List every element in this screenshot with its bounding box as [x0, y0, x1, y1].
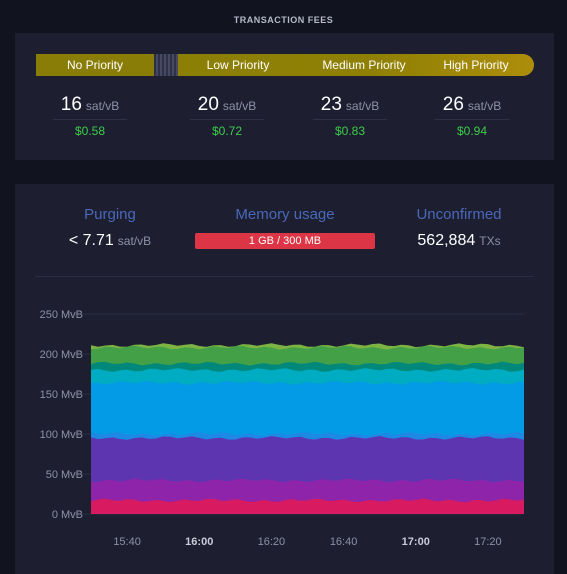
- high-priority-label: High Priority: [443, 58, 509, 72]
- fee-rate: 20: [197, 94, 219, 115]
- unconfirmed-value: 562,884: [417, 232, 476, 249]
- purging-title: Purging: [84, 206, 136, 223]
- purging-stat: Purging < 7.71 sat/vB: [20, 206, 200, 251]
- x-tick-label: 15:40: [113, 536, 141, 548]
- fee-divider: [435, 119, 509, 120]
- y-tick-label: 0 MvB: [52, 509, 83, 521]
- fee-low-priority: 20 sat/vB $0.72: [187, 93, 267, 138]
- y-tick-label: 150 MvB: [40, 389, 83, 401]
- x-tick-label: 17:00: [402, 536, 430, 548]
- fee-divider: [313, 119, 387, 120]
- no-priority-segment: No Priority: [36, 54, 154, 76]
- y-tick-label: 200 MvB: [40, 349, 83, 361]
- y-tick-label: 100 MvB: [40, 429, 83, 441]
- unconfirmed-stat: Unconfirmed 562,884 TXs: [369, 206, 549, 251]
- fee-unit: sat/vB: [85, 99, 120, 113]
- fee-rate: 23: [320, 94, 342, 115]
- x-tick-label: 16:40: [330, 536, 358, 548]
- fee-high-priority: 26 sat/vB $0.94: [432, 93, 512, 138]
- fee-unit: sat/vB: [222, 99, 257, 113]
- low-priority-label: Low Priority: [206, 58, 270, 72]
- fee-no-priority: 16 sat/vB $0.58: [50, 93, 130, 138]
- memory-stat: Memory usage 1 GB / 300 MB: [195, 206, 375, 249]
- unconfirmed-title: Unconfirmed: [416, 206, 502, 223]
- y-tick-label: 250 MvB: [40, 309, 83, 321]
- fee-usd: $0.72: [211, 124, 243, 138]
- mempool-panel: Purging < 7.71 sat/vB Memory usage 1 GB /…: [15, 184, 554, 574]
- fee-medium-priority: 23 sat/vB $0.83: [310, 93, 390, 138]
- fee-divider: [190, 119, 264, 120]
- priority-segment-main: [178, 54, 534, 76]
- transaction-fees-title: TRANSACTION FEES: [233, 15, 334, 25]
- stats-divider: [35, 276, 534, 277]
- mempool-size-chart[interactable]: 250 MvB 200 MvB 150 MvB 100 MvB 50 MvB 0 MvB 1…: [15, 184, 554, 569]
- priority-gap: [154, 54, 178, 76]
- no-priority-label: No Priority: [66, 58, 123, 72]
- purging-value: < 7.71: [68, 232, 114, 249]
- fee-unit: sat/vB: [345, 99, 380, 113]
- medium-priority-label: Medium Priority: [322, 58, 406, 72]
- fees-panel: No Priority Low Priority Medium Priority…: [15, 33, 554, 160]
- memory-usage-bar: 1 GB / 300 MB: [195, 233, 375, 249]
- fee-usd: $0.83: [334, 124, 366, 138]
- area-layer: [91, 498, 524, 514]
- x-tick-label: 16:00: [185, 536, 213, 548]
- x-tick-label: 16:20: [258, 536, 286, 548]
- unconfirmed-unit: TXs: [479, 234, 501, 248]
- x-tick-label: 17:20: [474, 536, 502, 548]
- y-tick-label: 50 MvB: [46, 469, 83, 481]
- fee-unit: sat/vB: [467, 99, 502, 113]
- purging-unit: sat/vB: [117, 234, 152, 248]
- fee-usd: $0.94: [456, 124, 488, 138]
- memory-title: Memory usage: [235, 206, 335, 223]
- fee-usd: $0.58: [74, 124, 106, 138]
- fee-divider: [53, 119, 127, 120]
- priority-bar: No Priority Low Priority Medium Priority…: [36, 54, 534, 76]
- fee-rate: 16: [60, 94, 82, 115]
- fee-rate: 26: [442, 94, 464, 115]
